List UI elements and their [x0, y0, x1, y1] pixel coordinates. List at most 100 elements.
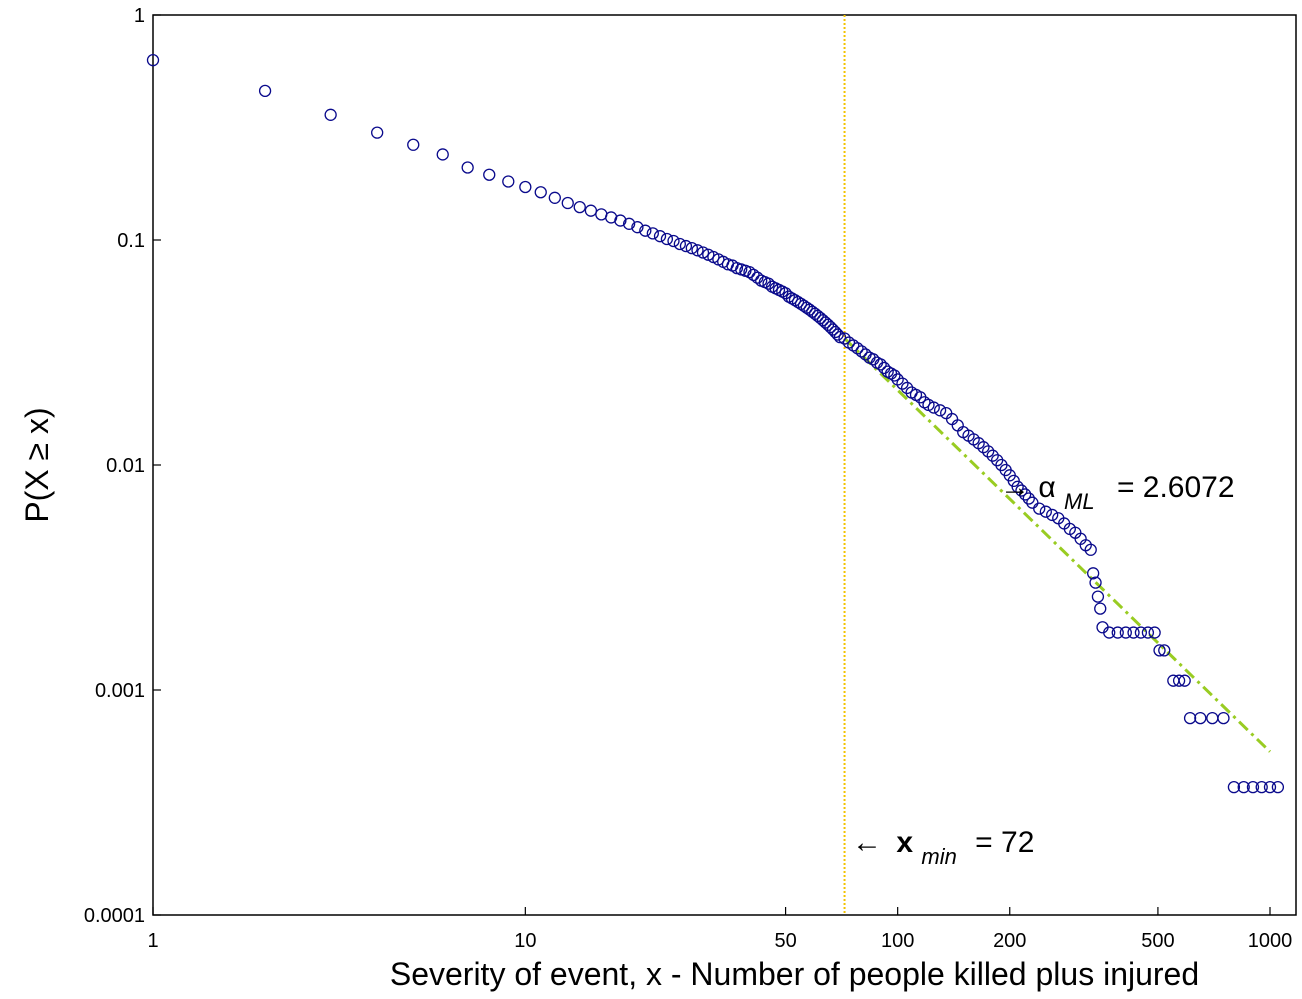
xmin-subscript: min	[921, 844, 956, 869]
data-point	[667, 234, 680, 248]
y-ticks: 0.0001 0.001 0.01 0.1 1	[84, 5, 161, 927]
data-point	[1255, 781, 1268, 794]
data-point	[1263, 781, 1277, 794]
data-point	[483, 168, 496, 181]
data-point	[1119, 626, 1132, 639]
data-point	[622, 217, 636, 230]
data-point	[1022, 492, 1035, 505]
x-tick-label: 1000	[1248, 930, 1293, 952]
data-point	[1084, 543, 1097, 556]
y-tick-label: 0.1	[117, 230, 145, 252]
data-point	[146, 53, 160, 67]
data-point	[900, 381, 914, 395]
x-tick-label: 10	[514, 930, 536, 952]
data-point	[1015, 484, 1028, 497]
data-point	[548, 191, 561, 204]
x-axis-title: Severity of event, x - Number of people …	[390, 956, 1199, 992]
data-point	[696, 246, 710, 259]
data-point	[1183, 711, 1197, 725]
data-point	[436, 148, 449, 161]
y-axis-title: P(X ≥ x)	[19, 407, 55, 522]
data-points	[146, 53, 1285, 794]
data-point	[833, 331, 847, 344]
xmin-value: = 72	[975, 826, 1034, 859]
alpha-value: = 2.6072	[1117, 471, 1235, 504]
alpha-subscript: ML	[1064, 489, 1095, 514]
data-point	[1141, 626, 1155, 639]
data-point	[1271, 781, 1285, 794]
data-point	[933, 404, 947, 417]
data-point	[1091, 590, 1105, 603]
data-point	[1019, 488, 1032, 501]
xmin-annotation: ← x min = 72	[852, 826, 1034, 871]
data-point	[371, 126, 384, 139]
data-point	[1178, 674, 1191, 687]
alpha-annotation: → α ML = 2.6072	[1000, 471, 1235, 516]
alpha-symbol: α	[1038, 471, 1055, 504]
data-point	[951, 419, 964, 432]
data-point	[1172, 674, 1186, 687]
data-point	[785, 292, 799, 305]
data-point	[679, 239, 693, 253]
data-point	[888, 369, 901, 382]
data-point	[838, 332, 851, 345]
data-point	[584, 204, 598, 217]
data-point	[1111, 626, 1124, 639]
data-point	[851, 342, 864, 355]
data-point	[1103, 626, 1116, 639]
data-point	[945, 412, 959, 426]
data-point	[573, 200, 586, 214]
x-tick-label: 200	[993, 930, 1026, 952]
data-point	[685, 241, 698, 255]
data-point	[986, 449, 999, 462]
data-point	[1217, 711, 1230, 725]
data-point	[1206, 711, 1219, 725]
data-point	[614, 214, 627, 227]
data-point	[691, 244, 704, 257]
data-point	[990, 454, 1004, 467]
data-point	[1087, 567, 1100, 580]
data-point	[461, 161, 474, 174]
data-point	[653, 230, 667, 243]
x-tick-label: 500	[1141, 930, 1174, 952]
data-point	[639, 224, 652, 237]
data-point	[1237, 781, 1250, 794]
data-point	[561, 196, 574, 210]
fit-line	[843, 337, 1272, 753]
data-point	[258, 84, 272, 98]
plot-frame	[152, 14, 1297, 916]
data-point	[1158, 644, 1171, 657]
data-point	[982, 445, 995, 458]
data-point	[977, 441, 990, 454]
x-tick-label: 100	[881, 930, 914, 952]
x-ticks: 1 10 50 100 200 500 1000	[147, 907, 1292, 952]
data-point	[874, 358, 887, 371]
fit-line-group	[843, 337, 1272, 753]
y-tick-label: 0.01	[106, 455, 145, 477]
alpha-arrow: →	[1000, 471, 1030, 504]
data-point	[1089, 576, 1102, 589]
data-point	[927, 401, 940, 414]
data-point	[1127, 626, 1140, 639]
data-point	[1148, 626, 1161, 639]
data-point	[324, 108, 337, 121]
data-point	[660, 232, 674, 246]
data-point	[751, 271, 764, 284]
data-point	[1227, 781, 1241, 794]
data-point	[747, 268, 760, 282]
data-point	[1046, 508, 1059, 522]
data-point	[896, 377, 909, 390]
y-tick-label: 0.001	[95, 680, 145, 702]
y-tick-label: 0.0001	[84, 905, 145, 927]
data-point	[646, 227, 659, 240]
data-point	[940, 406, 953, 420]
data-point	[831, 328, 844, 341]
data-point	[1011, 480, 1024, 493]
data-point	[1246, 781, 1260, 794]
data-point	[407, 138, 420, 151]
xmin-symbol: x	[896, 826, 913, 859]
data-point	[502, 175, 515, 188]
data-point	[519, 180, 532, 194]
y-tick-label: 1	[134, 5, 145, 27]
